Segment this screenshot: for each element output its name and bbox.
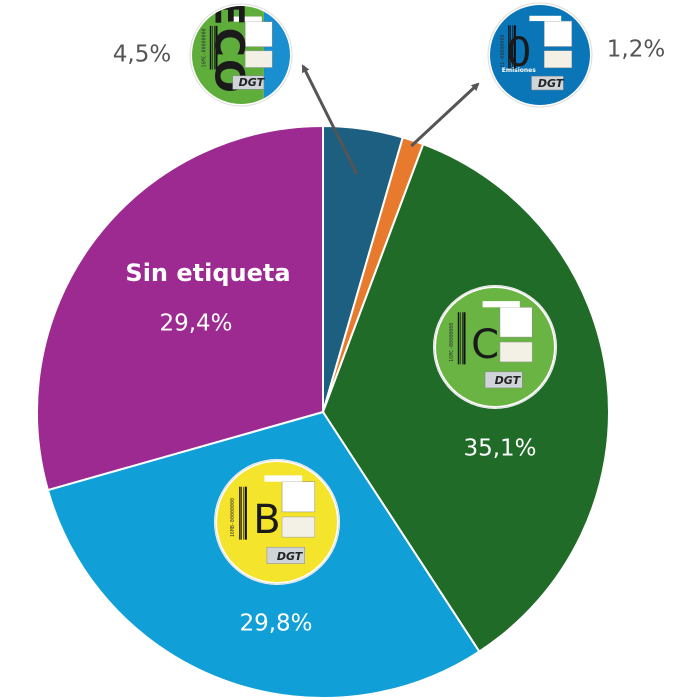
badge-brand-eco: DGT [239, 76, 266, 89]
leader-lines [301, 64, 480, 175]
badge-code-b: 16MB-00000000 [230, 498, 236, 537]
badge-brand-b: DGT [277, 550, 304, 563]
slice-title-sin: Sin etiqueta [125, 259, 290, 287]
badge-brand-c: DGT [495, 374, 522, 387]
badge-letter-c: C [471, 322, 499, 368]
badge-b: B DGT 16MB-00000000 [214, 459, 340, 585]
pie-slices [36, 124, 610, 699]
badge-code-cero: 11-00000000 [500, 35, 506, 68]
value-label-sin: 29,4% [159, 311, 232, 337]
badge-code-eco: 16MC-00000000 [202, 28, 208, 67]
badge-letter-b: B [253, 497, 280, 543]
badge-letter-cero: 0 [506, 30, 531, 76]
badge-sublabel-cero: Emisiones [502, 67, 536, 74]
badge-brand-cero: DGT [538, 77, 565, 90]
pie-slice-sin [36, 124, 324, 492]
badge-code-c: 16MC-00000000 [449, 323, 455, 362]
leader-line-eco [301, 64, 359, 175]
badge-c: C DGT 16MC-00000000 [433, 285, 557, 409]
value-labels: 4,5% 1,2% 35,1% 29,8% Sin etiqueta 29,4% [113, 37, 665, 637]
value-label-c: 35,1% [463, 436, 536, 462]
leader-line-cero [410, 82, 480, 148]
value-label-cero: 1,2% [607, 37, 665, 63]
value-label-eco: 4,5% [113, 42, 171, 68]
value-label-b: 29,8% [239, 611, 312, 637]
